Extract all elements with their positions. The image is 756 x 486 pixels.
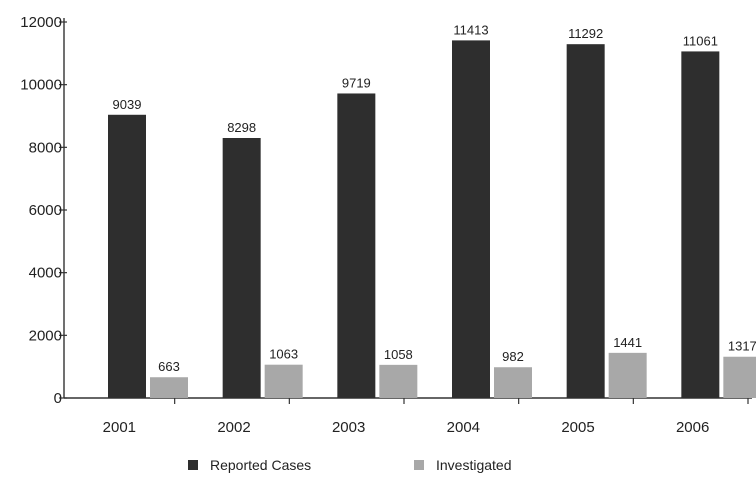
data-label-reported-cases: 9719 [342,75,371,90]
y-tick-label: 0 [54,390,62,407]
data-label-investigated: 1063 [269,347,298,362]
y-tick-label: 10000 [20,77,62,94]
legend-item-investigated: Investigated [414,457,512,473]
bar-investigated [379,364,418,398]
bar-investigated [608,352,647,398]
bar-reported-cases [566,44,605,399]
bar-reported-cases [222,137,261,398]
y-tick-label: 8000 [29,139,62,156]
legend-label: Investigated [436,457,512,473]
legend-item-reported-cases: Reported Cases [188,457,311,473]
y-tick-label: 2000 [29,327,62,344]
bar-reported-cases [681,51,720,399]
data-label-investigated: 982 [502,349,524,364]
data-label-investigated: 1317 [728,339,756,354]
data-label-reported-cases: 11292 [568,26,603,41]
bar-reported-cases [452,40,490,398]
y-tick-label: 6000 [29,202,62,219]
bar-reported-cases [337,93,376,398]
data-label-reported-cases: 11413 [453,22,488,37]
bar-investigated [494,367,532,398]
bar-investigated [723,356,756,398]
y-tick-label: 12000 [20,14,62,31]
legend-label: Reported Cases [210,457,311,473]
x-tick-label: 2002 [217,419,250,436]
bar-reported-cases [108,114,146,398]
data-label-reported-cases: 9039 [113,97,142,112]
data-label-investigated: 1058 [384,347,413,362]
x-tick-label: 2003 [332,419,365,436]
data-label-reported-cases: 11061 [683,33,718,48]
data-label-reported-cases: 8298 [227,120,256,135]
bars: 9039 663 8298 1063 9719 1058 11413 982 11292 1441… [108,22,756,399]
y-tick-label: 4000 [29,265,62,282]
x-tick-label: 2006 [676,419,709,436]
x-axis: 2001 2002 2003 2004 2005 2006 [64,394,752,436]
legend-swatch [414,460,424,470]
legend: Reported Cases Investigated [188,457,512,473]
data-label-investigated: 663 [158,359,180,374]
x-tick-label: 2001 [103,419,136,436]
legend-swatch [188,460,198,470]
x-tick-label: 2005 [561,419,594,436]
bar-investigated [264,364,303,398]
y-axis: 0 2000 4000 6000 8000 10000 12000 [20,14,67,407]
bar-investigated [150,377,188,398]
x-tick-label: 2004 [447,419,480,436]
data-label-investigated: 1441 [613,335,642,350]
